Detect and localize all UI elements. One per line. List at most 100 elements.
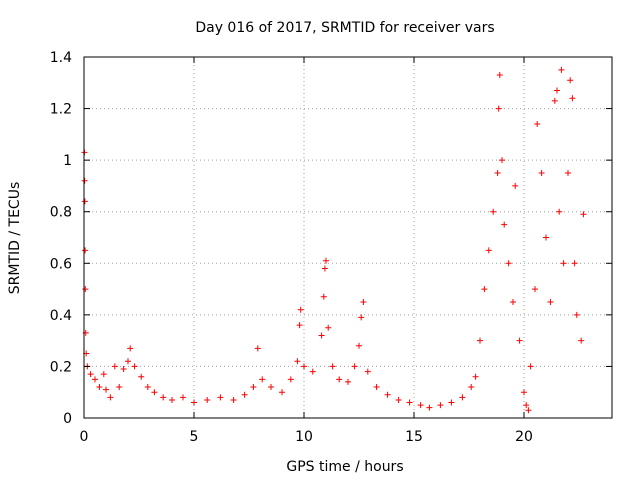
y-tick-label: 0.4 — [50, 308, 72, 324]
data-point-marker — [241, 391, 248, 398]
data-point-marker — [125, 358, 131, 365]
data-point-marker — [556, 208, 563, 215]
data-points — [81, 66, 587, 414]
data-point-marker — [417, 402, 424, 409]
data-point-marker — [532, 286, 538, 293]
data-point-marker — [191, 399, 197, 406]
data-point-marker — [82, 247, 89, 254]
data-point-marker — [204, 396, 211, 403]
data-point-marker — [127, 345, 134, 352]
data-point-marker — [468, 384, 475, 391]
data-point-marker — [554, 87, 560, 94]
data-point-marker — [81, 177, 88, 184]
data-point-marker — [329, 363, 336, 370]
data-point-marker — [477, 337, 483, 344]
data-point-marker — [351, 363, 358, 370]
data-point-marker — [87, 371, 94, 378]
data-point-marker — [279, 389, 285, 396]
data-point-marker — [100, 371, 107, 378]
data-point-marker — [571, 260, 578, 267]
y-tick-label: 1.4 — [50, 50, 72, 66]
data-point-marker — [459, 394, 466, 401]
data-point-marker — [356, 342, 362, 349]
data-point-marker — [364, 368, 371, 375]
x-tick-label: 20 — [515, 429, 533, 445]
data-point-marker — [230, 396, 237, 403]
data-point-marker — [501, 221, 508, 228]
data-point-marker — [320, 293, 327, 300]
data-point-marker — [395, 396, 402, 403]
data-point-marker — [472, 373, 479, 380]
data-point-marker — [138, 373, 145, 380]
data-point-marker — [551, 97, 558, 104]
data-point-marker — [294, 358, 301, 365]
data-point-marker — [523, 402, 530, 409]
data-point-marker — [151, 389, 158, 396]
y-tick-label: 0.6 — [50, 256, 72, 272]
data-point-marker — [321, 265, 328, 272]
data-point-marker — [297, 306, 304, 313]
data-point-marker — [426, 404, 433, 411]
data-point-marker — [336, 376, 343, 383]
data-point-marker — [82, 286, 89, 293]
grid-lines — [84, 57, 612, 418]
chart-title: Day 016 of 2017, SRMTID for receiver var… — [195, 20, 494, 36]
data-point-marker — [92, 376, 98, 383]
data-point-marker — [180, 394, 186, 401]
data-point-marker — [547, 298, 554, 305]
data-point-marker — [567, 77, 574, 84]
data-point-marker — [268, 384, 274, 391]
x-tick-label: 15 — [405, 429, 423, 445]
x-tick-label: 5 — [190, 429, 199, 445]
y-tick-label: 0.8 — [50, 205, 72, 221]
data-point-marker — [565, 170, 571, 177]
data-point-marker — [131, 363, 138, 370]
data-point-marker — [250, 384, 257, 391]
y-tick-label: 1.2 — [50, 102, 72, 118]
y-axis-label: SRMTID / TECUs — [7, 182, 23, 295]
data-point-marker — [569, 95, 576, 102]
data-point-marker — [573, 311, 580, 318]
data-point-marker — [543, 234, 549, 241]
y-tick-label: 0 — [63, 411, 72, 427]
data-point-marker — [406, 399, 413, 406]
data-point-marker — [580, 211, 587, 218]
data-point-marker — [296, 322, 303, 329]
data-point-marker — [325, 324, 332, 331]
data-point-marker — [384, 391, 391, 398]
data-point-marker — [254, 345, 261, 352]
x-tick-label: 0 — [80, 429, 89, 445]
data-point-marker — [560, 260, 567, 267]
data-point-marker — [499, 157, 505, 164]
data-point-marker — [169, 396, 175, 403]
data-point-marker — [558, 66, 565, 73]
data-point-marker — [323, 257, 329, 264]
x-tick-label: 10 — [295, 429, 313, 445]
data-point-marker — [521, 389, 527, 396]
data-point-marker — [287, 376, 294, 383]
data-point-marker — [525, 407, 532, 414]
axis-ticks: 0 5 10 15 20 0 0.2 0.4 0.6 0.8 1 1.2 1.4 — [50, 50, 612, 445]
data-point-marker — [527, 363, 534, 370]
data-point-marker — [538, 170, 545, 177]
data-point-marker — [259, 376, 266, 383]
data-point-marker — [494, 170, 501, 177]
data-point-marker — [345, 378, 351, 385]
data-point-marker — [448, 399, 455, 406]
data-point-marker — [301, 363, 307, 370]
data-point-marker — [496, 72, 503, 79]
data-point-marker — [578, 337, 585, 344]
data-point-marker — [360, 298, 367, 305]
data-point-marker — [318, 332, 325, 339]
data-point-marker — [495, 105, 502, 112]
data-point-marker — [120, 366, 127, 373]
data-point-marker — [485, 247, 492, 254]
data-point-marker — [103, 386, 109, 393]
data-point-marker — [81, 198, 88, 205]
data-point-marker — [505, 260, 512, 267]
data-point-marker — [510, 298, 516, 305]
data-point-marker — [490, 208, 497, 215]
data-point-marker — [437, 402, 444, 409]
data-point-marker — [358, 314, 365, 321]
